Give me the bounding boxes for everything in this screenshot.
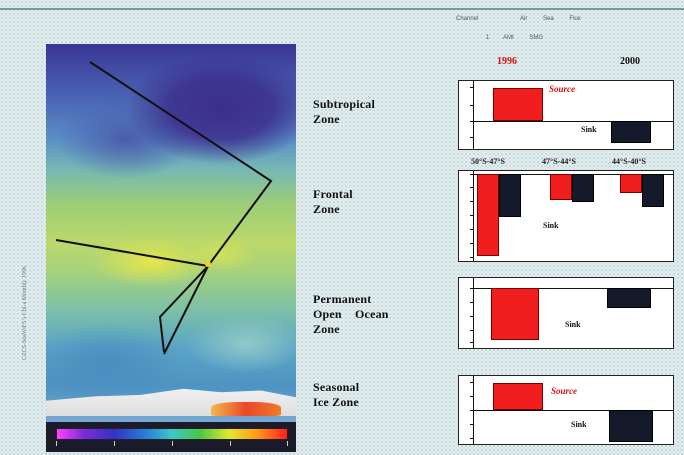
ship-track-line [55,61,273,353]
y-tick [470,137,473,138]
chart-panel-seasonal-ice: Source Sink [458,375,674,445]
image-side-caption: CZCS-SeaWiFS’s Chl-a Monthly 1996 [22,266,28,360]
label-sink: Sink [581,125,597,134]
y-tick [470,410,473,411]
y-tick [470,316,473,317]
y-tick [470,438,473,439]
header-air: Air [520,16,528,22]
colorbar-ticks [56,441,288,449]
zero-line [473,121,673,122]
bar-1996 [491,288,539,340]
y-axis [473,171,474,261]
y-tick [470,201,473,202]
chart-panel-poz: Sink [458,277,674,349]
zone-label-subtropical: Subtropical Zone [313,97,375,126]
bar-2000-0 [499,174,521,218]
y-tick [470,288,473,289]
header-flux: Flux [569,16,581,22]
y-tick [470,330,473,331]
bar-1996-1 [550,174,572,200]
y-tick [470,187,473,188]
frontal-lat-3: 44°S-40°S [612,157,646,166]
header-channel: Channel [456,16,479,22]
y-tick [470,87,473,88]
y-tick [470,342,473,343]
header-row-2: 1 AMI SMG [486,35,543,41]
header-row-1: Channel Air Sea Flux [456,16,581,22]
zero-line [473,288,673,289]
label-sink: Sink [571,420,587,429]
bar-2000 [607,288,651,308]
y-tick [470,396,473,397]
zone-label-poz: Permanent Open Ocean Zone [313,292,389,336]
y-tick [470,257,473,258]
y-tick [470,382,473,383]
frontal-lat-2: 47°S-44°S [542,157,576,166]
ice-edge-bloom [211,402,281,416]
frontal-lat-1: 50°S-47°S [471,157,505,166]
header-row2-b: AMI [503,35,514,41]
bar-2000-2 [642,174,664,207]
y-tick [470,121,473,122]
bar-1996 [493,383,543,410]
top-rule [0,8,684,10]
y-tick [470,229,473,230]
label-source: Source [549,84,576,94]
bar-2000 [609,410,653,443]
header-sea: Sea [543,16,554,22]
bar-2000 [611,121,651,143]
satellite-chlorophyll-map [46,44,296,424]
ship-track-marker [205,261,211,267]
y-tick [470,215,473,216]
year-2000-label: 2000 [620,56,640,67]
y-axis [473,81,474,149]
y-axis [473,278,474,348]
zone-label-frontal: Frontal Zone [313,187,353,216]
y-tick [470,105,473,106]
year-1996-label: 1996 [497,56,517,67]
bar-1996-2 [620,174,642,193]
zone-label-seasonal-ice: Seasonal Ice Zone [313,380,360,409]
header-row2-a: 1 [486,35,490,41]
chart-panel-subtropical: Source Sink [458,80,674,150]
chlorophyll-colorbar [56,428,288,440]
ship-track-segment [163,265,209,355]
y-tick [470,243,473,244]
chart-panel-frontal: Sink [458,170,674,262]
label-sink: Sink [543,221,559,230]
y-tick [470,424,473,425]
label-source: Source [551,386,578,396]
ship-track [55,61,273,355]
bar-1996 [493,88,543,121]
label-sink: Sink [565,320,581,329]
y-tick [470,302,473,303]
zero-line [473,410,673,411]
bar-2000-1 [572,174,594,202]
header-row2-c: SMG [529,35,544,41]
bar-1996-0 [477,174,499,257]
y-tick [470,174,473,175]
